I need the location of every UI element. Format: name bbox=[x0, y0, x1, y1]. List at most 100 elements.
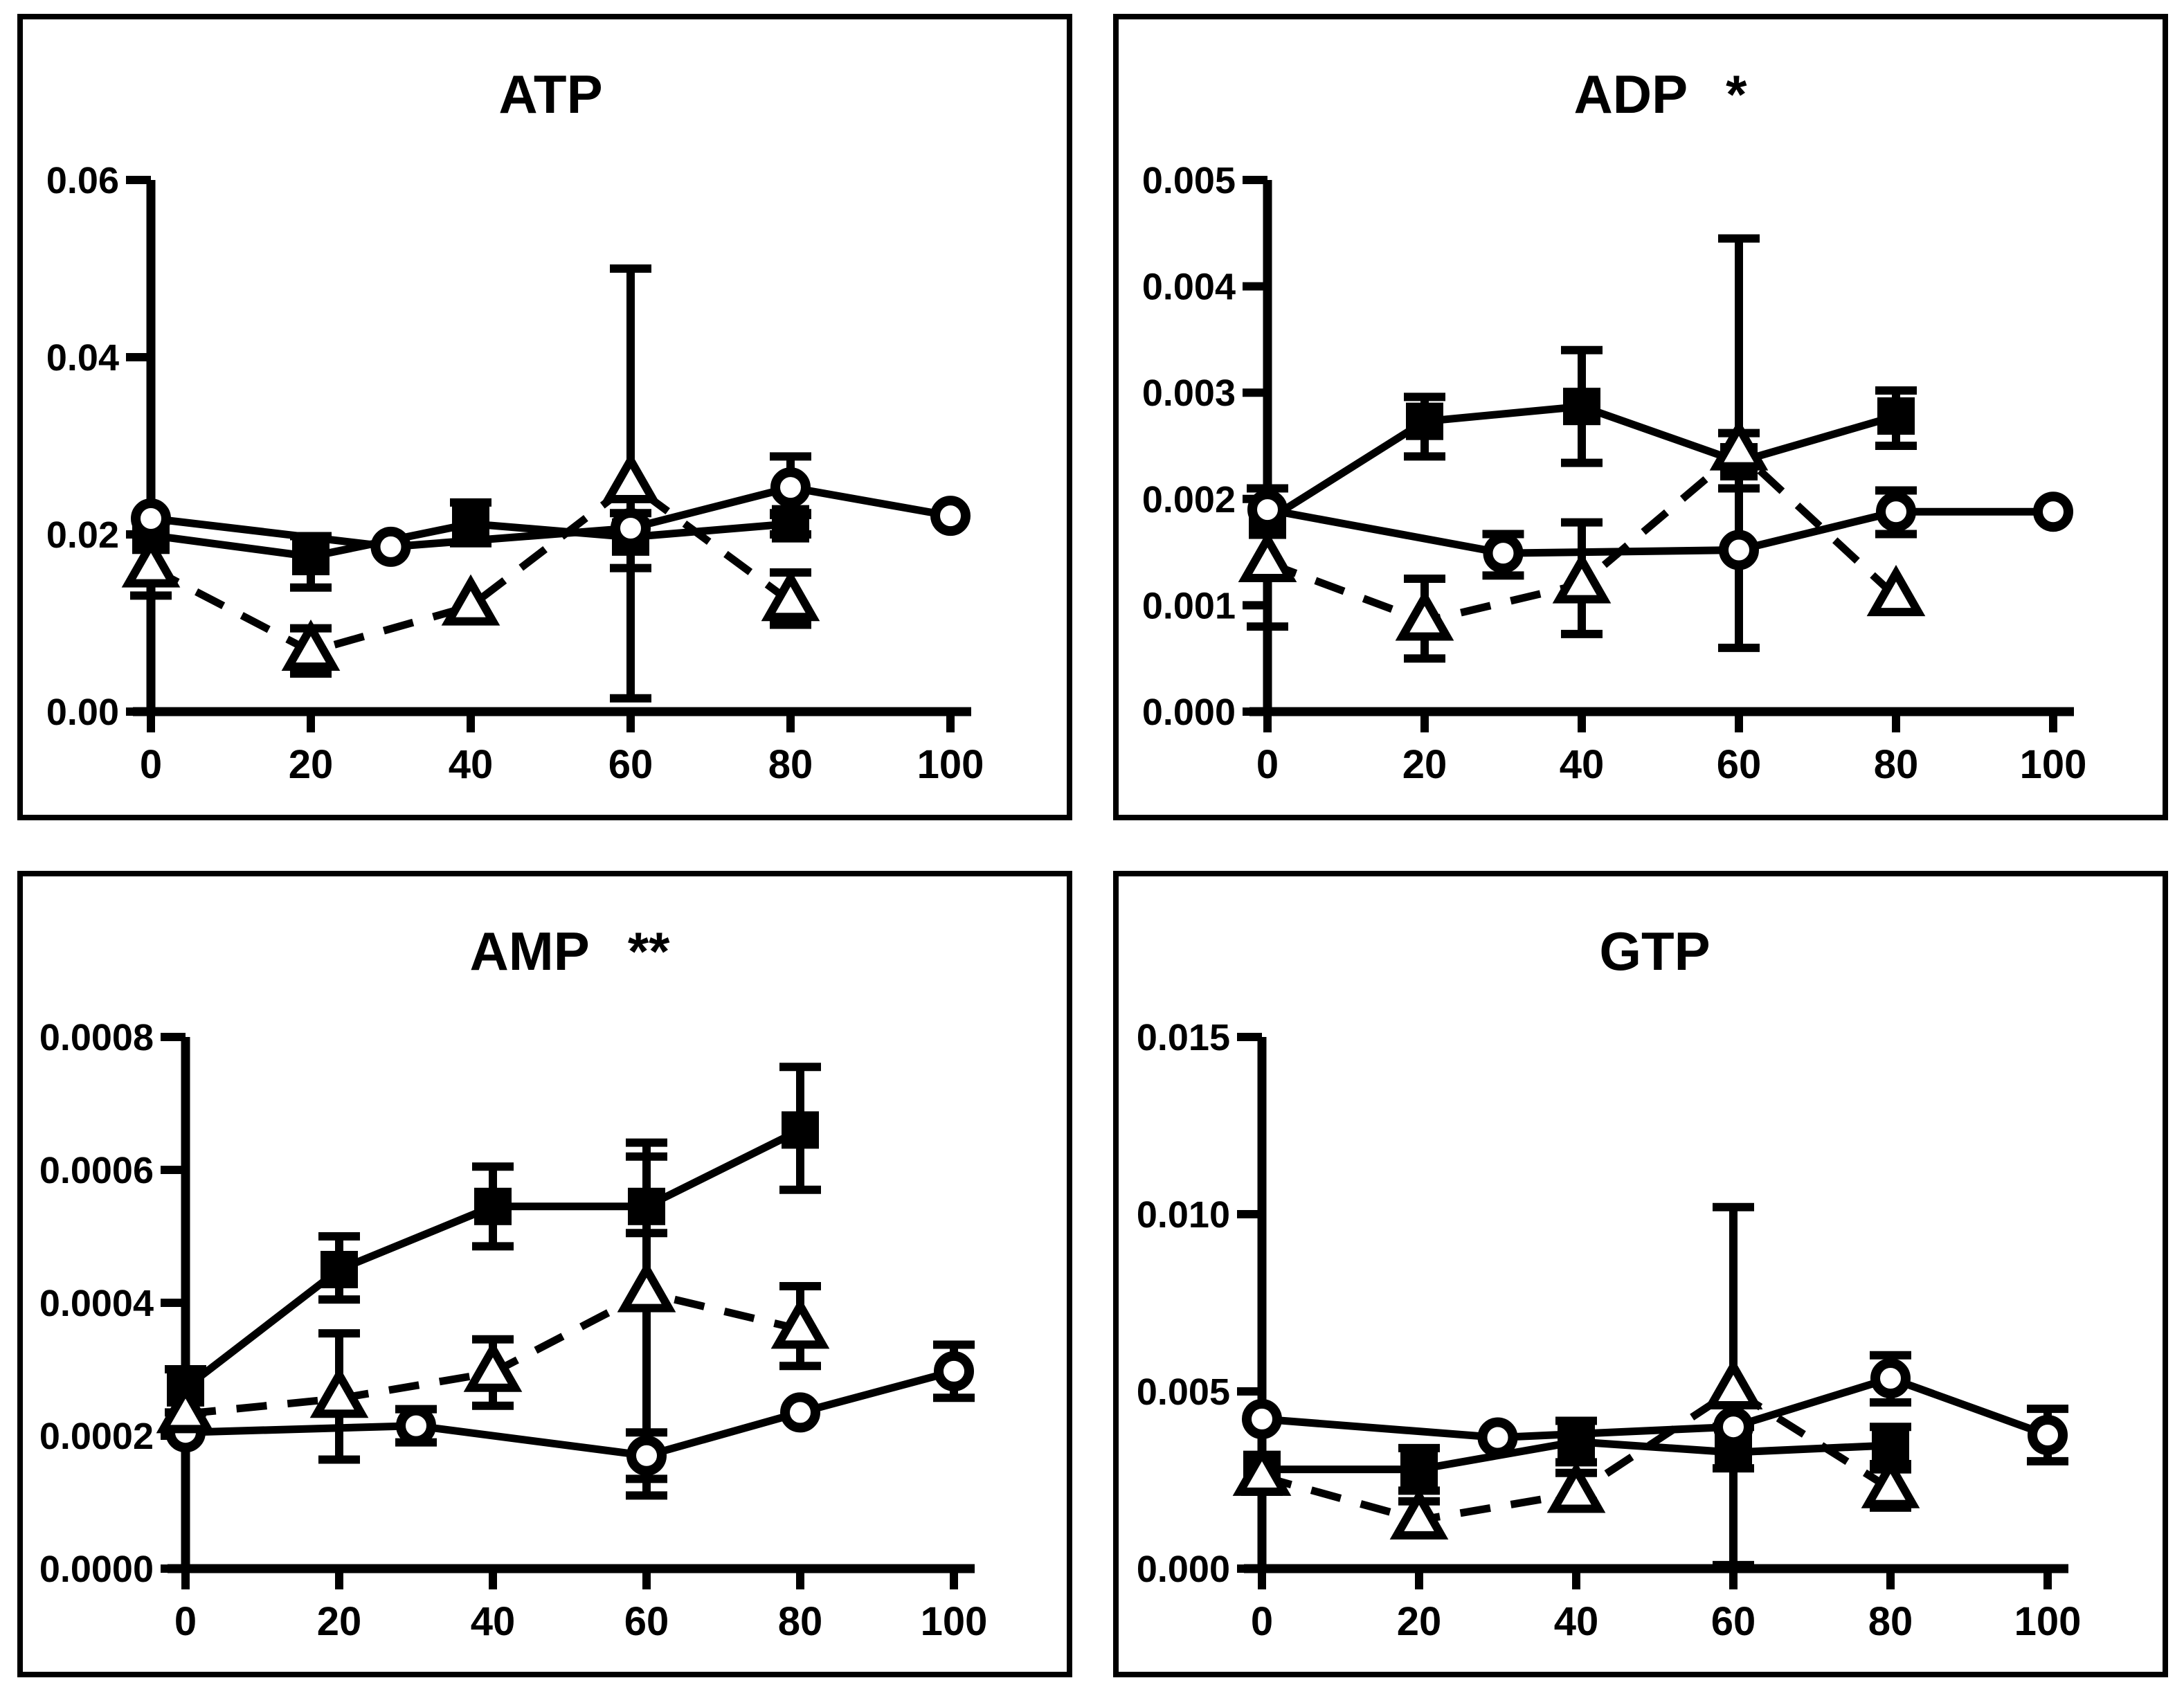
data-point-circle bbox=[1876, 491, 1916, 532]
x-tick-label: 60 bbox=[1711, 1599, 1756, 1644]
x-tick-label: 60 bbox=[624, 1599, 669, 1644]
y-tick-label: 0.010 bbox=[1137, 1194, 1230, 1236]
y-tick-label: 0.015 bbox=[1137, 1017, 1230, 1058]
data-point-triangle bbox=[1232, 1444, 1292, 1496]
data-point-square bbox=[628, 1187, 665, 1225]
data-point-triangle bbox=[441, 574, 500, 626]
x-tick-label: 40 bbox=[1560, 742, 1605, 787]
y-tick-label: 0.002 bbox=[1142, 479, 1236, 521]
data-point-circle bbox=[770, 467, 811, 508]
x-tick-label: 60 bbox=[1717, 742, 1762, 787]
y-tick-label: 0.0000 bbox=[39, 1549, 154, 1590]
x-tick-label: 0 bbox=[1251, 1599, 1273, 1644]
y-tick-label: 0.06 bbox=[46, 160, 119, 201]
data-point-square bbox=[1563, 388, 1600, 426]
data-point-triangle bbox=[1704, 1357, 1763, 1409]
chart-panel-amp: 0.0000 0.0002 0.0004 0.0006 0.0008 0 20 40 60 80 1… bbox=[17, 871, 1072, 1677]
data-point-circle bbox=[1242, 1398, 1282, 1439]
data-point-triangle bbox=[281, 619, 341, 671]
y-tick-label: 0.001 bbox=[1142, 585, 1236, 626]
data-point-triangle bbox=[309, 1366, 369, 1418]
data-point-circle bbox=[1477, 1417, 1518, 1458]
series-line-open-triangle-dashed bbox=[149, 479, 793, 656]
data-point-circle bbox=[370, 526, 411, 567]
data-point-circle bbox=[1483, 533, 1524, 574]
data-point-triangle bbox=[1552, 552, 1612, 604]
data-point-circle bbox=[396, 1405, 436, 1446]
x-tick-label: 80 bbox=[1868, 1599, 1913, 1644]
data-point-circle bbox=[930, 496, 971, 536]
data-point-triangle bbox=[617, 1261, 676, 1312]
series-line-open-circle-solid bbox=[150, 483, 951, 551]
data-point-square bbox=[1877, 397, 1915, 435]
data-point-square bbox=[452, 505, 489, 543]
gtp-chart: 0.000 0.005 0.010 0.015 0 20 40 60 80 100 GTP bbox=[1137, 921, 2082, 1644]
data-point-square bbox=[292, 538, 330, 575]
data-point-triangle bbox=[761, 570, 820, 622]
x-tick-label: 80 bbox=[768, 742, 813, 787]
x-tick-label: 100 bbox=[921, 1599, 988, 1644]
y-tick-label: 0.0006 bbox=[39, 1150, 154, 1191]
x-tick-label: 100 bbox=[917, 742, 984, 787]
y-tick-label: 0.0008 bbox=[39, 1017, 154, 1058]
chart-panel-atp: 0.00 0.02 0.04 0.06 0 20 40 60 80 100 ATP bbox=[17, 14, 1072, 820]
data-point-square bbox=[772, 505, 809, 543]
x-tick-label: 40 bbox=[449, 742, 494, 787]
amp-chart: 0.0000 0.0002 0.0004 0.0006 0.0008 0 20 40 60 80 1… bbox=[39, 921, 988, 1644]
x-tick-label: 20 bbox=[289, 742, 334, 787]
data-point-triangle bbox=[1546, 1461, 1606, 1513]
data-point-triangle bbox=[770, 1297, 830, 1349]
data-point-circle bbox=[131, 498, 171, 539]
data-point-circle bbox=[934, 1351, 974, 1391]
data-point-circle bbox=[780, 1392, 820, 1433]
chart-title: GTP bbox=[1599, 921, 1710, 982]
significance-asterisk: * bbox=[1726, 64, 1747, 125]
x-tick-label: 20 bbox=[1397, 1599, 1442, 1644]
atp-chart: 0.00 0.02 0.04 0.06 0 20 40 60 80 100 ATP bbox=[46, 64, 984, 787]
data-point-triangle bbox=[463, 1340, 523, 1392]
x-tick-label: 60 bbox=[608, 742, 653, 787]
series-line-open-circle-solid bbox=[185, 1367, 955, 1460]
y-tick-label: 0.000 bbox=[1137, 1549, 1230, 1590]
y-tick-label: 0.005 bbox=[1137, 1371, 1230, 1413]
data-point-triangle bbox=[1861, 1456, 1920, 1508]
x-tick-label: 0 bbox=[1256, 742, 1279, 787]
data-point-triangle bbox=[1866, 565, 1926, 617]
y-tick-label: 0.04 bbox=[46, 337, 119, 379]
y-tick-label: 0.0002 bbox=[39, 1416, 154, 1457]
data-point-triangle bbox=[1238, 530, 1297, 582]
data-point-square bbox=[1406, 402, 1443, 440]
data-point-triangle bbox=[121, 536, 181, 588]
y-tick-label: 0.02 bbox=[46, 514, 119, 556]
data-point-triangle bbox=[1395, 589, 1454, 641]
series-line-open-circle-solid bbox=[1261, 1374, 2049, 1442]
data-point-circle bbox=[2033, 491, 2073, 532]
data-point-square bbox=[1400, 1450, 1438, 1488]
data-point-circle bbox=[2028, 1414, 2068, 1455]
x-tick-label: 80 bbox=[1874, 742, 1919, 787]
data-point-circle bbox=[1870, 1358, 1911, 1399]
x-tick-label: 100 bbox=[2014, 1599, 2082, 1644]
x-tick-label: 40 bbox=[1554, 1599, 1599, 1644]
chart-title: AMP ** bbox=[469, 921, 670, 982]
x-tick-label: 40 bbox=[471, 1599, 516, 1644]
data-point-triangle bbox=[156, 1382, 215, 1434]
data-point-triangle bbox=[1709, 419, 1769, 471]
data-point-circle bbox=[611, 508, 651, 549]
chart-panel-gtp: 0.000 0.005 0.010 0.015 0 20 40 60 80 100 GTP bbox=[1113, 871, 2168, 1677]
data-point-triangle bbox=[1389, 1488, 1449, 1540]
data-point-square bbox=[1558, 1423, 1595, 1461]
chart-panel-adp: 0.000 0.001 0.002 0.003 0.004 0.005 0 20 40 60 80 1… bbox=[1113, 14, 2168, 820]
x-tick-label: 0 bbox=[140, 742, 162, 787]
data-point-square bbox=[782, 1111, 819, 1149]
x-tick-label: 100 bbox=[2020, 742, 2087, 787]
data-point-square bbox=[321, 1251, 358, 1288]
x-tick-label: 20 bbox=[1402, 742, 1447, 787]
y-tick-label: 0.005 bbox=[1142, 160, 1236, 201]
data-point-circle bbox=[1247, 489, 1288, 530]
significance-asterisk: ** bbox=[628, 921, 670, 982]
data-point-circle bbox=[1713, 1407, 1753, 1447]
chart-title: ATP bbox=[498, 64, 602, 125]
x-tick-label: 0 bbox=[174, 1599, 197, 1644]
